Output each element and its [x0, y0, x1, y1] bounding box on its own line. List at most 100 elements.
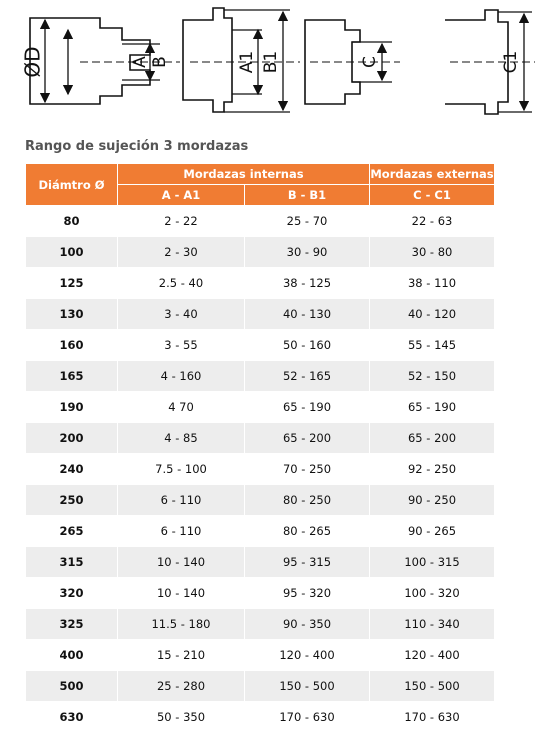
- range-cell: 150 - 500: [369, 670, 495, 702]
- range-cell: 10 - 140: [117, 577, 245, 609]
- range-cell: 40 - 130: [244, 298, 370, 330]
- diagram: ØD A B A1 B1 C C1: [21, 7, 535, 115]
- range-cell: 80 - 250: [244, 484, 370, 516]
- diameter-cell: 325: [25, 608, 118, 640]
- range-cell: 52 - 165: [244, 360, 370, 392]
- dim-label: A: [130, 56, 150, 68]
- drawing-1: [29, 17, 180, 105]
- diameter-cell: 100: [25, 236, 118, 268]
- table-row: 130 3 - 40 40 - 130 40 - 120: [25, 298, 495, 330]
- range-cell: 22 - 63: [369, 205, 495, 237]
- dim-label: C: [360, 56, 380, 68]
- range-cell: 38 - 125: [244, 267, 370, 299]
- range-cell: 120 - 400: [369, 639, 495, 671]
- diameter-cell: 320: [25, 577, 118, 609]
- range-cell: 52 - 150: [369, 360, 495, 392]
- diameter-cell: 190: [25, 391, 118, 423]
- diameter-cell: 160: [25, 329, 118, 361]
- drawing-3: [304, 19, 400, 105]
- range-cell: 95 - 320: [244, 577, 370, 609]
- range-cell: 4 - 160: [117, 360, 245, 392]
- range-cell: 4 - 85: [117, 422, 245, 454]
- range-cell: 15 - 210: [117, 639, 245, 671]
- dim-label: ØD: [21, 46, 45, 77]
- range-cell: 65 - 200: [369, 422, 495, 454]
- table-row: 165 4 - 160 52 - 165 52 - 150: [25, 360, 495, 392]
- diameter-cell: 165: [25, 360, 118, 392]
- range-cell: 110 - 340: [369, 608, 495, 640]
- diameter-cell: 265: [25, 515, 118, 547]
- range-cell: 38 - 110: [369, 267, 495, 299]
- range-cell: 65 - 190: [244, 391, 370, 423]
- range-cell: 2 - 30: [117, 236, 245, 268]
- range-cell: 150 - 500: [244, 670, 370, 702]
- range-cell: 30 - 80: [369, 236, 495, 268]
- table-row: 190 4 70 65 - 190 65 - 190: [25, 391, 495, 423]
- table-row: 315 10 - 140 95 - 315 100 - 315: [25, 546, 495, 578]
- table-row: 400 15 - 210 120 - 400 120 - 400: [25, 639, 495, 671]
- diameter-cell: 200: [25, 422, 118, 454]
- diameter-cell: 240: [25, 453, 118, 485]
- header-cell: Mordazas externas: [369, 163, 495, 185]
- range-cell: 2 - 22: [117, 205, 245, 237]
- table-row: 320 10 - 140 95 - 320 100 - 320: [25, 577, 495, 609]
- table-row: 125 2.5 - 40 38 - 125 38 - 110: [25, 267, 495, 299]
- table-row: 80 2 - 22 25 - 70 22 - 63: [25, 205, 495, 237]
- header-cell: A - A1: [117, 184, 245, 206]
- range-cell: 3 - 40: [117, 298, 245, 330]
- range-cell: 10 - 140: [117, 546, 245, 578]
- range-cell: 2.5 - 40: [117, 267, 245, 299]
- table-row: 630 50 - 350 170 - 630 170 - 630: [25, 701, 495, 733]
- range-cell: 70 - 250: [244, 453, 370, 485]
- range-cell: 80 - 265: [244, 515, 370, 547]
- range-cell: 3 - 55: [117, 329, 245, 361]
- table-row: 100 2 - 30 30 - 90 30 - 80: [25, 236, 495, 268]
- diameter-cell: 630: [25, 701, 118, 733]
- diameter-cell: 315: [25, 546, 118, 578]
- range-cell: 25 - 70: [244, 205, 370, 237]
- range-cell: 90 - 250: [369, 484, 495, 516]
- header-cell: B - B1: [244, 184, 370, 206]
- range-cell: 6 - 110: [117, 484, 245, 516]
- range-cell: 90 - 265: [369, 515, 495, 547]
- dim-label: B1: [261, 51, 281, 73]
- clamping-table: Diámtro Ø Mordazas internas Mordazas ext…: [25, 163, 495, 733]
- table-row: 265 6 - 110 80 - 265 90 - 265: [25, 515, 495, 547]
- diameter-cell: 125: [25, 267, 118, 299]
- range-cell: 50 - 350: [117, 701, 245, 733]
- table-row: 250 6 - 110 80 - 250 90 - 250: [25, 484, 495, 516]
- range-cell: 6 - 110: [117, 515, 245, 547]
- diameter-cell: 80: [25, 205, 118, 237]
- range-cell: 30 - 90: [244, 236, 370, 268]
- table-row: 325 11.5 - 180 90 - 350 110 - 340: [25, 608, 495, 640]
- table-title: Rango de sujeción 3 mordazas: [25, 139, 249, 154]
- range-cell: 65 - 190: [369, 391, 495, 423]
- table-row: 500 25 - 280 150 - 500 150 - 500: [25, 670, 495, 702]
- range-cell: 25 - 280: [117, 670, 245, 702]
- header-cell: Mordazas internas: [117, 163, 370, 185]
- range-cell: 7.5 - 100: [117, 453, 245, 485]
- drawing-2: [182, 7, 300, 113]
- range-cell: 100 - 320: [369, 577, 495, 609]
- range-cell: 55 - 145: [369, 329, 495, 361]
- dim-label: B: [150, 56, 170, 68]
- range-cell: 65 - 200: [244, 422, 370, 454]
- diameter-cell: 400: [25, 639, 118, 671]
- table-body: 80 2 - 22 25 - 70 22 - 63 100 2 - 30 30 - 90 30…: [25, 205, 495, 733]
- drawing-4: [445, 9, 535, 115]
- table-row: 160 3 - 55 50 - 160 55 - 145: [25, 329, 495, 361]
- header-cell: C - C1: [369, 184, 495, 206]
- range-cell: 4 70: [117, 391, 245, 423]
- range-cell: 90 - 350: [244, 608, 370, 640]
- table-row: 200 4 - 85 65 - 200 65 - 200: [25, 422, 495, 454]
- range-cell: 50 - 160: [244, 329, 370, 361]
- range-cell: 120 - 400: [244, 639, 370, 671]
- diameter-cell: 500: [25, 670, 118, 702]
- dim-label: C1: [501, 51, 521, 74]
- range-cell: 92 - 250: [369, 453, 495, 485]
- header-cell: Diámtro Ø: [25, 163, 118, 206]
- diameter-cell: 250: [25, 484, 118, 516]
- diameter-cell: 130: [25, 298, 118, 330]
- range-cell: 170 - 630: [244, 701, 370, 733]
